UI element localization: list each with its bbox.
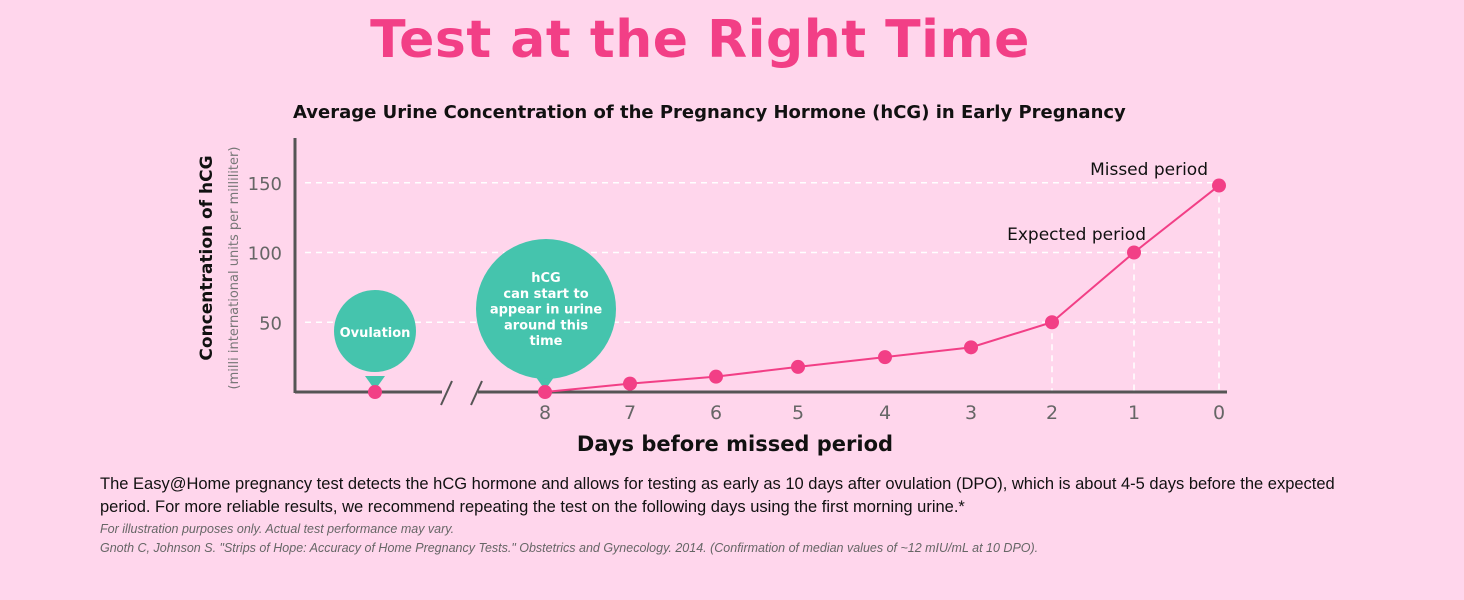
data-point-day-2: [1045, 315, 1059, 330]
series-hcg: [368, 178, 1226, 399]
missed-period-label: Missed period: [1090, 160, 1208, 180]
ovulation-point: [368, 385, 382, 399]
x-tick-label-6: 6: [710, 402, 722, 424]
chart-title: Average Urine Concentration of the Pregn…: [293, 102, 1126, 123]
hcg-chart: Average Urine Concentration of the Pregn…: [197, 102, 1227, 456]
grid-lines: [305, 182, 1220, 392]
x-tick-label-5: 5: [792, 402, 804, 424]
data-point-day-6: [709, 369, 723, 384]
illustration-note: For illustration purposes only. Actual t…: [100, 522, 455, 536]
y-tick-label-150: 150: [248, 174, 282, 195]
x-tick-label-7: 7: [624, 402, 636, 424]
y-axis-sublabel: (milli international units per millilite…: [227, 147, 242, 390]
x-tick-label-0: 0: [1213, 402, 1225, 424]
hcg-annotation-line: hCG: [531, 271, 560, 286]
ovulation-bubble: [334, 290, 416, 372]
hcg-annotation-line: appear in urine: [490, 303, 603, 318]
x-axis-break-mark: [470, 380, 483, 406]
axes: [293, 138, 1227, 406]
chart-labels: 50 100 150 8 7 6 5 4 3 2 1 0 Expected period Missed p…: [248, 160, 1225, 424]
y-axis-label: Concentration of hCG: [197, 155, 217, 360]
hcg-annotation-line: time: [529, 334, 562, 349]
hcg-annotation-line: around this: [504, 318, 588, 333]
ovulation-label: Ovulation: [340, 326, 411, 341]
x-axis-break-mark: [440, 380, 453, 406]
x-axis-label: Days before missed period: [577, 432, 893, 456]
data-point-day-3: [964, 340, 978, 355]
data-point-day-1: [1127, 245, 1141, 260]
expected-period-label: Expected period: [1007, 225, 1146, 245]
x-tick-label-4: 4: [879, 402, 891, 424]
hcg-annotation-line: can start to: [503, 287, 588, 302]
x-tick-label-8: 8: [539, 402, 551, 424]
page-title: Test at the Right Time: [370, 10, 1030, 70]
citation-note: Gnoth C, Johnson S. "Strips of Hope: Acc…: [100, 541, 1039, 555]
data-point-day-8: [538, 385, 552, 399]
x-tick-label-3: 3: [965, 402, 977, 424]
y-tick-label-50: 50: [259, 313, 282, 334]
x-tick-label-1: 1: [1128, 402, 1140, 424]
x-tick-label-2: 2: [1046, 402, 1058, 424]
data-point-day-4: [878, 350, 892, 365]
data-point-day-5: [791, 359, 805, 374]
ovulation-bubble-pointer: [365, 376, 385, 390]
description-text: The Easy@Home pregnancy test detects the…: [100, 475, 1335, 516]
y-tick-label-100: 100: [248, 244, 282, 265]
data-point-day-7: [623, 376, 637, 391]
data-point-day-0: [1212, 178, 1226, 193]
hcg-bubble: [476, 239, 616, 379]
